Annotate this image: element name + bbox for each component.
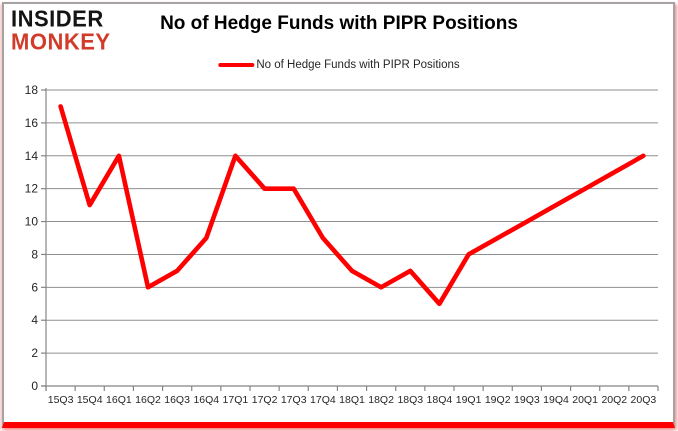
x-axis-label: 20Q3 [631, 394, 657, 406]
x-axis-label: 19Q2 [485, 394, 511, 406]
logo-insider-text: INSIDER [11, 5, 104, 32]
x-axis-label: 18Q1 [339, 394, 365, 406]
y-axis-label: 14 [25, 149, 39, 163]
y-axis-label: 2 [31, 346, 38, 360]
y-axis-label: 16 [25, 116, 39, 130]
chart-title: No of Hedge Funds with PIPR Positions [160, 13, 518, 34]
y-axis-label: 4 [31, 313, 38, 327]
y-axis-label: 10 [25, 215, 39, 229]
x-axis-label: 19Q4 [543, 394, 569, 406]
legend-line-swatch [218, 63, 255, 67]
legend-label: No of Hedge Funds with PIPR Positions [256, 59, 460, 71]
x-axis-label: 15Q3 [48, 394, 74, 406]
x-axis-label: 19Q3 [514, 394, 540, 406]
logo-monkey-text: MONKEY [11, 28, 111, 55]
x-axis-label: 15Q4 [77, 394, 103, 406]
x-axis-label: 17Q4 [310, 394, 336, 406]
x-axis-label: 19Q1 [456, 394, 482, 406]
insider-monkey-logo: INSIDER MONKEY [11, 5, 111, 55]
x-axis-label: 16Q1 [106, 394, 132, 406]
legend: No of Hedge Funds with PIPR Positions [218, 59, 460, 71]
x-axis-label: 17Q2 [252, 394, 278, 406]
x-axis-label: 17Q1 [223, 394, 249, 406]
x-axis-label: 16Q4 [193, 394, 219, 406]
x-axis-label: 16Q3 [164, 394, 190, 406]
y-axis-label: 12 [25, 182, 39, 196]
y-axis-label: 8 [31, 247, 38, 261]
x-axis-label: 20Q2 [601, 394, 627, 406]
x-axis-label: 18Q3 [397, 394, 423, 406]
data-line [58, 104, 646, 307]
x-axis-label: 20Q1 [572, 394, 598, 406]
y-axis-label: 6 [31, 280, 38, 294]
y-axis-label: 0 [31, 379, 38, 393]
x-axis-label: 17Q3 [281, 394, 307, 406]
x-axis-label: 16Q2 [135, 394, 161, 406]
y-axis-label: 18 [25, 83, 39, 97]
x-axis-label: 18Q2 [368, 394, 394, 406]
x-axis-label: 18Q4 [427, 394, 453, 406]
